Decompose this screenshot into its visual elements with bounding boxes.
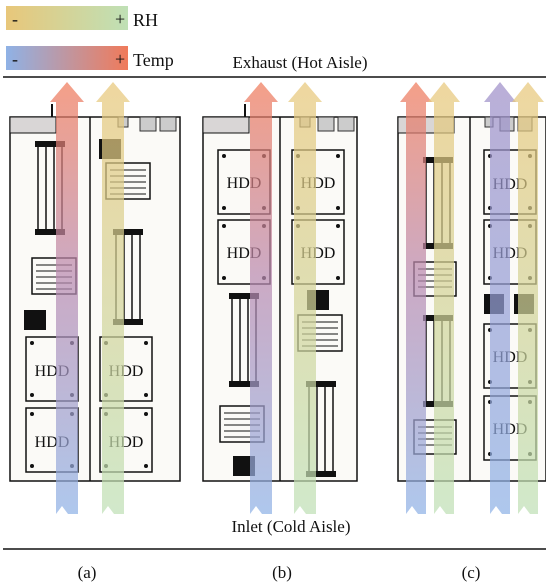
temp-airflow-arrow bbox=[400, 82, 432, 514]
legend: - + RH - + Temp bbox=[6, 6, 174, 70]
rh-minus-label: - bbox=[12, 9, 18, 29]
panel-caption-c: (c) bbox=[462, 563, 481, 582]
temp-airflow-arrow bbox=[50, 82, 84, 514]
server-panel-b: HDD HDD HDD HDD bbox=[202, 82, 358, 514]
temp-airflow-arrow bbox=[484, 82, 516, 514]
chip bbox=[233, 456, 255, 476]
panel-caption-b: (b) bbox=[272, 563, 292, 582]
chip bbox=[24, 310, 46, 330]
temp-minus-label: - bbox=[12, 49, 18, 69]
server-panel-a: HDD HDD HDD HDD bbox=[9, 82, 181, 514]
temp-plus-label: + bbox=[115, 49, 125, 69]
rh-label: RH bbox=[133, 10, 158, 30]
rh-airflow-arrow bbox=[96, 82, 130, 514]
psu-block bbox=[9, 116, 57, 134]
rh-plus-label: + bbox=[115, 9, 125, 29]
psu-block bbox=[202, 116, 250, 134]
exhaust-label: Exhaust (Hot Aisle) bbox=[232, 53, 367, 72]
inlet-label: Inlet (Cold Aisle) bbox=[232, 517, 351, 536]
rh-airflow-arrow bbox=[428, 82, 460, 514]
temp-label: Temp bbox=[133, 50, 174, 70]
rh-gradient-bar bbox=[6, 6, 128, 30]
panel-caption-a: (a) bbox=[78, 563, 97, 582]
temp-gradient-bar bbox=[6, 46, 128, 70]
server-panel-c: HDD HDD HDD HDD bbox=[397, 82, 546, 514]
rh-airflow-arrow bbox=[512, 82, 544, 514]
rh-airflow-arrow bbox=[288, 82, 322, 514]
temp-airflow-arrow bbox=[244, 82, 278, 514]
